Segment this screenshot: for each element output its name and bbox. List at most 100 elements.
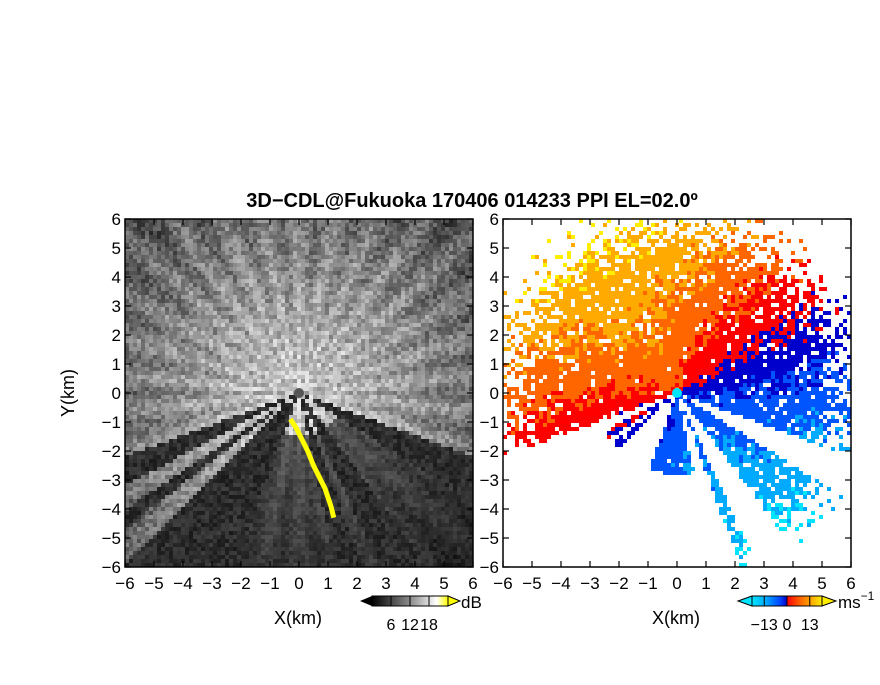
- data-cell: [185, 439, 189, 443]
- data-cell: [133, 415, 137, 419]
- data-cell: [153, 419, 157, 423]
- data-cell: [209, 459, 213, 463]
- data-cell: [285, 483, 289, 487]
- data-cell: [353, 223, 357, 227]
- data-cell: [245, 495, 249, 499]
- data-cell: [309, 271, 313, 275]
- data-cell: [197, 507, 201, 511]
- data-cell: [165, 451, 169, 455]
- data-cell: [257, 543, 261, 547]
- data-cell: [237, 515, 241, 519]
- data-cell: [241, 443, 245, 447]
- data-cell: [329, 383, 333, 387]
- data-cell: [301, 419, 305, 423]
- data-cell: [257, 507, 261, 511]
- data-cell: [201, 355, 205, 359]
- data-cell: [301, 363, 305, 367]
- data-cell: [305, 263, 309, 267]
- data-cell: [213, 475, 217, 479]
- data-cell: [241, 403, 245, 407]
- data-cell: [137, 291, 141, 295]
- data-cell: [133, 427, 137, 431]
- data-cell: [185, 455, 189, 459]
- data-cell: [313, 291, 317, 295]
- data-cell: [305, 559, 309, 563]
- data-cell: [277, 423, 281, 427]
- data-cell: [145, 483, 149, 487]
- data-cell: [129, 271, 133, 275]
- data-cell: [313, 455, 317, 459]
- data-cell: [169, 451, 173, 455]
- data-cell: [197, 223, 201, 227]
- data-cell: [133, 563, 137, 567]
- data-cell: [205, 419, 209, 423]
- data-cell: [197, 303, 201, 307]
- data-cell: [321, 299, 325, 303]
- data-cell: [309, 415, 313, 419]
- data-cell: [277, 499, 281, 503]
- data-cell: [217, 507, 221, 511]
- data-cell: [241, 471, 245, 475]
- data-cell: [301, 519, 305, 523]
- data-cell: [305, 499, 309, 503]
- data-cell: [225, 527, 229, 531]
- data-cell: [145, 291, 149, 295]
- data-cell: [185, 487, 189, 491]
- data-cell: [189, 491, 193, 495]
- data-cell: [177, 319, 181, 323]
- data-cell: [133, 511, 137, 515]
- data-cell: [169, 299, 173, 303]
- data-cell: [249, 463, 253, 467]
- data-cell: [213, 455, 217, 459]
- data-cell: [321, 399, 325, 403]
- data-cell: [309, 231, 313, 235]
- data-cell: [145, 511, 149, 515]
- data-cell: [177, 343, 181, 347]
- data-cell: [161, 375, 165, 379]
- data-cell: [281, 559, 285, 563]
- data-cell: [129, 499, 133, 503]
- data-cell: [189, 279, 193, 283]
- data-cell: [277, 415, 281, 419]
- data-cell: [353, 219, 357, 223]
- data-cell: [205, 275, 209, 279]
- data-cell: [261, 291, 265, 295]
- data-cell: [161, 419, 165, 423]
- data-cell: [153, 439, 157, 443]
- data-cell: [325, 447, 329, 451]
- data-cell: [305, 495, 309, 499]
- data-cell: [141, 351, 145, 355]
- data-cell: [209, 487, 213, 491]
- data-cell: [185, 231, 189, 235]
- data-cell: [337, 219, 341, 223]
- data-cell: [317, 503, 321, 507]
- data-cell: [161, 371, 165, 375]
- data-cell: [313, 459, 317, 463]
- data-cell: [273, 239, 277, 243]
- data-cell: [313, 475, 317, 479]
- data-cell: [217, 323, 221, 327]
- data-cell: [229, 503, 233, 507]
- data-cell: [173, 287, 177, 291]
- data-cell: [229, 535, 233, 539]
- data-cell: [197, 503, 201, 507]
- data-cell: [173, 375, 177, 379]
- data-cell: [341, 287, 345, 291]
- data-cell: [329, 387, 333, 391]
- data-cell: [241, 367, 245, 371]
- data-cell: [309, 339, 313, 343]
- data-cell: [153, 335, 157, 339]
- data-cell: [225, 299, 229, 303]
- data-cell: [221, 519, 225, 523]
- data-cell: [285, 327, 289, 331]
- data-cell: [349, 463, 353, 467]
- data-cell: [137, 447, 141, 451]
- data-cell: [293, 475, 297, 479]
- data-cell: [337, 383, 341, 387]
- data-cell: [169, 379, 173, 383]
- data-cell: [349, 367, 353, 371]
- data-cell: [201, 447, 205, 451]
- data-cell: [325, 223, 329, 227]
- data-cell: [201, 351, 205, 355]
- data-cell: [145, 267, 149, 271]
